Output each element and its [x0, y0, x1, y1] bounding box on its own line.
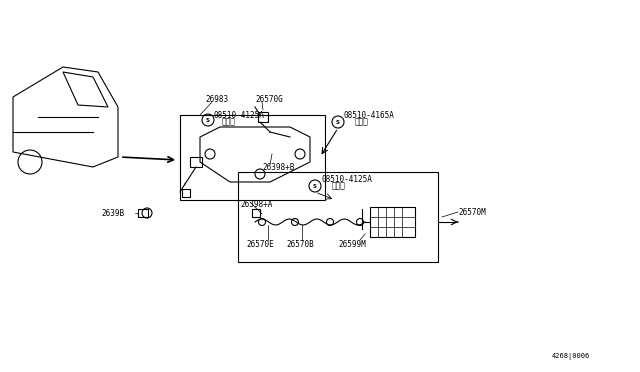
- Text: 08510-4165A: 08510-4165A: [344, 110, 395, 119]
- Text: 2639B: 2639B: [102, 208, 125, 218]
- Text: S: S: [313, 183, 317, 189]
- Circle shape: [332, 116, 344, 128]
- Bar: [182, 189, 190, 197]
- Text: 26398+A: 26398+A: [240, 199, 273, 208]
- Circle shape: [309, 180, 321, 192]
- Text: 26570E: 26570E: [246, 240, 274, 248]
- Bar: [238, 172, 438, 262]
- Text: 26599M: 26599M: [338, 240, 366, 248]
- Bar: [180, 115, 325, 200]
- Text: （４）: （４）: [332, 182, 346, 190]
- Bar: [252, 209, 260, 217]
- Bar: [138, 209, 148, 217]
- Text: 26570M: 26570M: [458, 208, 486, 217]
- Text: 08510-4125A: 08510-4125A: [322, 174, 373, 183]
- Text: （４）: （４）: [222, 118, 236, 126]
- Text: （２）: （２）: [355, 118, 369, 126]
- Text: S: S: [336, 119, 340, 125]
- Text: 26570G: 26570G: [255, 94, 283, 103]
- Text: S: S: [206, 118, 210, 122]
- Text: 26983: 26983: [205, 94, 228, 103]
- Text: 4268|0006: 4268|0006: [552, 353, 590, 360]
- Text: 26570B: 26570B: [286, 240, 314, 248]
- Text: 08510-4125A: 08510-4125A: [214, 110, 265, 119]
- Circle shape: [202, 114, 214, 126]
- Text: 26398+B: 26398+B: [262, 163, 294, 171]
- Bar: [370, 207, 415, 237]
- Bar: [258, 112, 268, 122]
- Bar: [190, 157, 202, 167]
